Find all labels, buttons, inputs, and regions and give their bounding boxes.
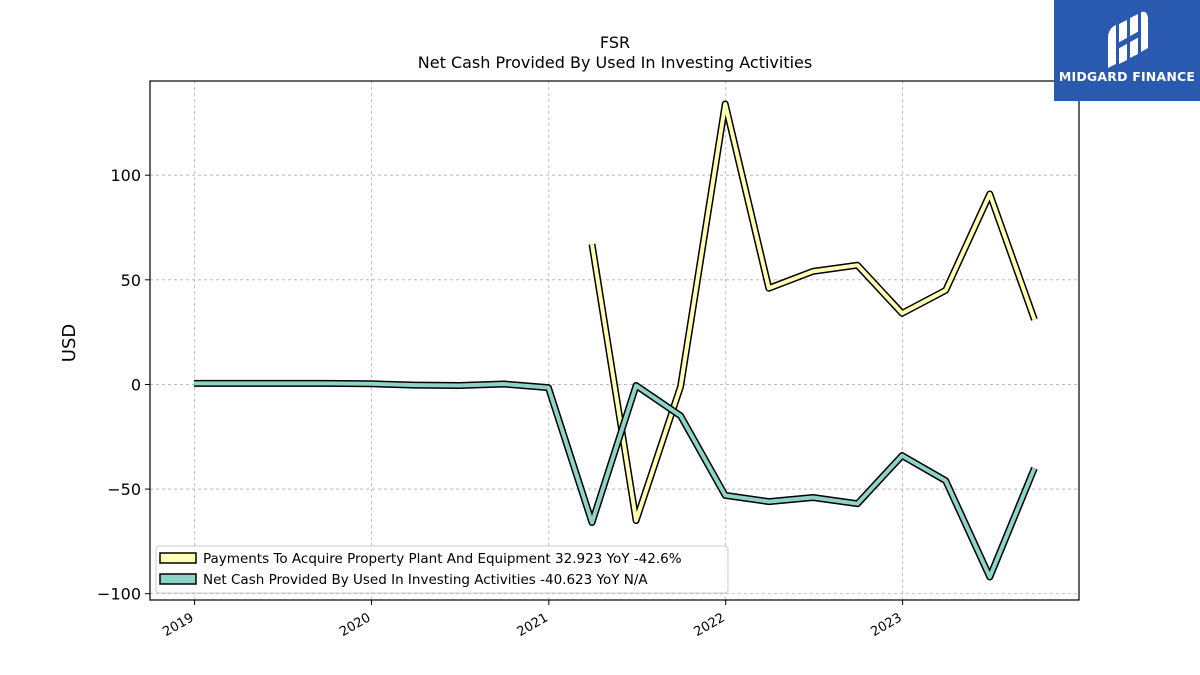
y-axis: 100 50 0 −50 −100: [97, 166, 150, 604]
y-tick-label: 100: [110, 166, 141, 185]
y-tick-label: −50: [107, 480, 141, 499]
chart-subtitle: Net Cash Provided By Used In Investing A…: [418, 53, 812, 72]
x-tick-label: 2021: [515, 610, 551, 640]
x-tick-label: 2019: [160, 610, 196, 640]
x-tick-label: 2020: [337, 610, 373, 640]
x-tick-label: 2023: [868, 610, 904, 640]
legend-swatch: [159, 552, 197, 564]
series-layer: [194, 100, 1038, 581]
x-tick-label: 2022: [692, 610, 728, 640]
legend-label: Net Cash Provided By Used In Investing A…: [203, 572, 648, 588]
legend-swatch: [159, 573, 197, 585]
series-1-line: [590, 102, 1037, 523]
y-tick-label: −100: [97, 585, 141, 604]
midgard-logo-icon: [1108, 11, 1148, 68]
y-tick-label: 0: [131, 375, 141, 394]
legend: Payments To Acquire Property Plant And E…: [155, 545, 729, 594]
y-tick-label: 50: [121, 271, 141, 290]
chart-title: FSR: [600, 33, 630, 52]
x-axis: 2019 2020 2021 2022 2023: [160, 600, 905, 640]
logo-text: MIDGARD FINANCE: [1058, 69, 1196, 84]
legend-label: Payments To Acquire Property Plant And E…: [203, 551, 682, 567]
y-axis-label: USD: [59, 324, 80, 362]
legend-box: [155, 545, 729, 594]
plot-frame: [149, 80, 1080, 601]
series-2-line: [194, 381, 1037, 579]
logo-badge: MIDGARD FINANCE: [1054, 0, 1200, 101]
grid: [150, 81, 1079, 600]
